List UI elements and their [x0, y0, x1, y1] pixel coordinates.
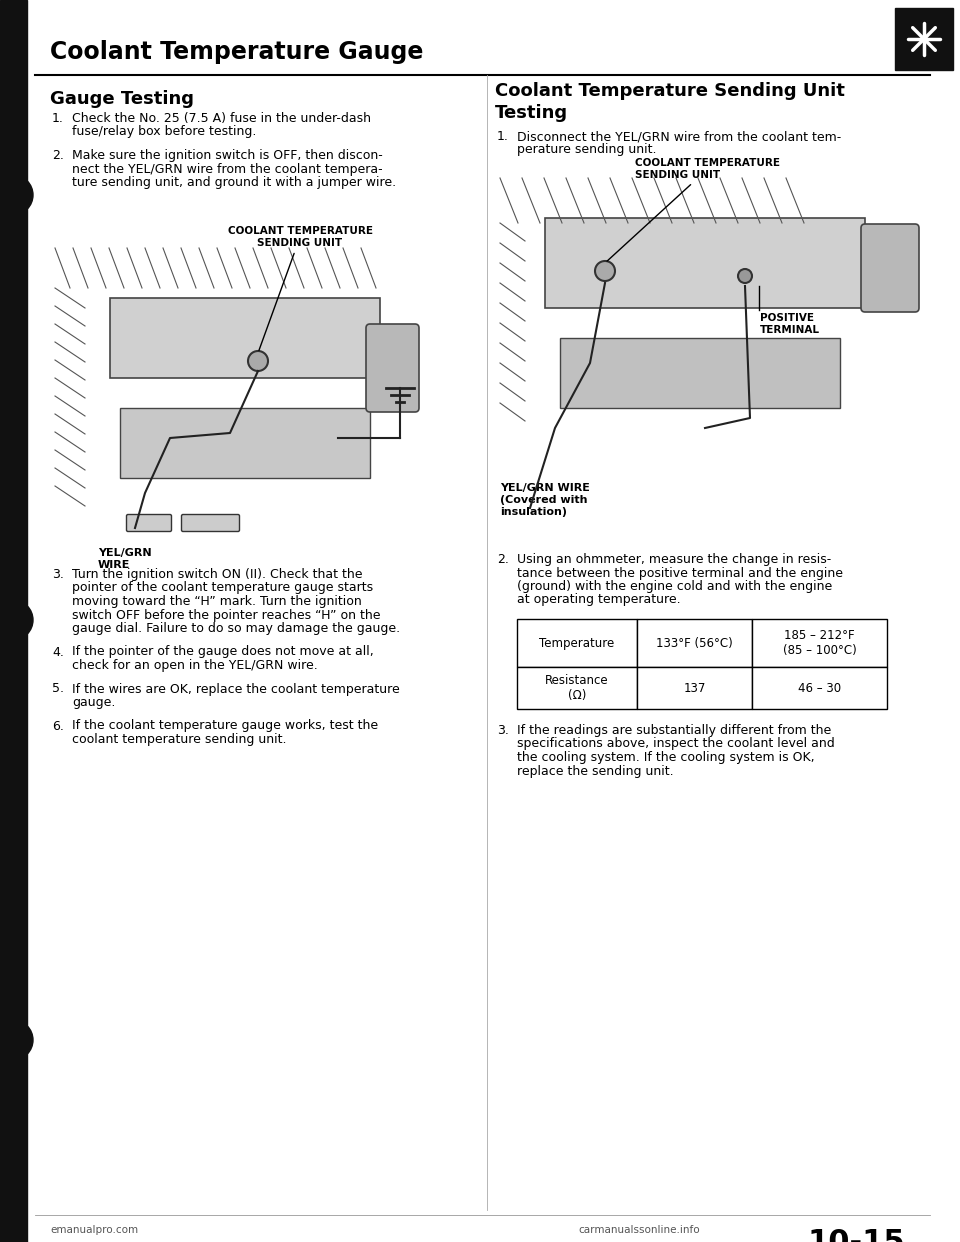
Text: tance between the positive terminal and the engine: tance between the positive terminal and …	[517, 566, 843, 580]
Text: 10-15: 10-15	[807, 1228, 905, 1242]
Text: Temperature: Temperature	[540, 636, 614, 650]
Text: 137: 137	[684, 682, 706, 694]
Text: If the coolant temperature gauge works, test the: If the coolant temperature gauge works, …	[72, 719, 378, 733]
Text: Coolant Temperature Sending Unit
Testing: Coolant Temperature Sending Unit Testing	[495, 82, 845, 122]
Text: Gauge Testing: Gauge Testing	[50, 89, 194, 108]
Bar	[637, 667, 752, 709]
Text: If the pointer of the gauge does not move at all,: If the pointer of the gauge does not mov…	[72, 646, 373, 658]
Text: If the readings are substantially different from the: If the readings are substantially differ…	[517, 724, 831, 737]
Text: Make sure the ignition switch is OFF, then discon-: Make sure the ignition switch is OFF, th…	[72, 149, 383, 161]
Text: Using an ohmmeter, measure the change in resis-: Using an ohmmeter, measure the change in…	[517, 553, 831, 566]
Text: 133°F (56°C): 133°F (56°C)	[656, 636, 732, 650]
Text: 185 – 212°F
(85 – 100°C): 185 – 212°F (85 – 100°C)	[782, 628, 856, 657]
Text: Coolant Temperature Gauge: Coolant Temperature Gauge	[50, 40, 423, 65]
Text: moving toward the “H” mark. Turn the ignition: moving toward the “H” mark. Turn the ign…	[72, 595, 362, 609]
Text: fuse/relay box before testing.: fuse/relay box before testing.	[72, 125, 256, 139]
Text: 1.: 1.	[52, 112, 64, 125]
Text: If the wires are OK, replace the coolant temperature: If the wires are OK, replace the coolant…	[72, 683, 399, 696]
Text: emanualpro.com: emanualpro.com	[50, 1225, 138, 1235]
Text: YEL/GRN
WIRE: YEL/GRN WIRE	[98, 548, 152, 570]
Text: Check the No. 25 (7.5 A) fuse in the under-dash: Check the No. 25 (7.5 A) fuse in the und…	[72, 112, 371, 125]
Bar	[545, 219, 865, 308]
Text: 6.: 6.	[52, 719, 64, 733]
FancyBboxPatch shape	[127, 514, 172, 532]
Bar	[895, 7, 953, 70]
Text: coolant temperature sending unit.: coolant temperature sending unit.	[72, 733, 286, 746]
FancyBboxPatch shape	[366, 324, 419, 412]
Text: perature sending unit.: perature sending unit.	[517, 144, 657, 156]
Bar	[0, 0, 27, 1242]
Text: ture sending unit, and ground it with a jumper wire.: ture sending unit, and ground it with a …	[72, 176, 396, 189]
Text: COOLANT TEMPERATURE
SENDING UNIT: COOLANT TEMPERATURE SENDING UNIT	[607, 159, 780, 261]
Bar	[517, 667, 637, 709]
Text: Disconnect the YEL/GRN wire from the coolant tem-: Disconnect the YEL/GRN wire from the coo…	[517, 130, 841, 143]
Text: at operating temperature.: at operating temperature.	[517, 594, 681, 606]
Text: 3.: 3.	[52, 568, 64, 581]
Text: 46 – 30: 46 – 30	[798, 682, 841, 694]
Bar	[517, 619, 637, 667]
Text: 1.: 1.	[497, 130, 509, 143]
Text: gauge.: gauge.	[72, 696, 115, 709]
Circle shape	[921, 36, 927, 42]
Text: Resistance
(Ω): Resistance (Ω)	[545, 674, 609, 702]
Text: 2.: 2.	[497, 553, 509, 566]
Circle shape	[248, 351, 268, 371]
Text: check for an open in the YEL/GRN wire.: check for an open in the YEL/GRN wire.	[72, 660, 318, 672]
Circle shape	[0, 1020, 33, 1059]
Text: specifications above, inspect the coolant level and: specifications above, inspect the coolan…	[517, 738, 835, 750]
Text: switch OFF before the pointer reaches “H” on the: switch OFF before the pointer reaches “H…	[72, 609, 380, 621]
Circle shape	[0, 175, 33, 215]
Text: nect the YEL/GRN wire from the coolant tempera-: nect the YEL/GRN wire from the coolant t…	[72, 163, 383, 175]
Text: YEL/GRN WIRE
(Covered with
insulation): YEL/GRN WIRE (Covered with insulation)	[500, 483, 589, 517]
Circle shape	[738, 270, 752, 283]
Text: 2.: 2.	[52, 149, 64, 161]
Bar	[110, 298, 380, 378]
Bar	[752, 667, 887, 709]
FancyBboxPatch shape	[181, 514, 239, 532]
Text: the cooling system. If the cooling system is OK,: the cooling system. If the cooling syste…	[517, 751, 815, 764]
Circle shape	[595, 261, 615, 281]
Bar	[637, 619, 752, 667]
Circle shape	[0, 600, 33, 640]
Text: carmanualssonline.info: carmanualssonline.info	[578, 1225, 700, 1235]
Text: POSITIVE
TERMINAL: POSITIVE TERMINAL	[760, 313, 820, 334]
Text: 4.: 4.	[52, 646, 64, 658]
Text: Turn the ignition switch ON (II). Check that the: Turn the ignition switch ON (II). Check …	[72, 568, 363, 581]
Text: 5.: 5.	[52, 683, 64, 696]
Text: replace the sending unit.: replace the sending unit.	[517, 765, 674, 777]
Text: 3.: 3.	[497, 724, 509, 737]
Text: COOLANT TEMPERATURE
SENDING UNIT: COOLANT TEMPERATURE SENDING UNIT	[228, 226, 372, 350]
Bar	[752, 619, 887, 667]
Bar	[120, 409, 370, 478]
Text: pointer of the coolant temperature gauge starts: pointer of the coolant temperature gauge…	[72, 581, 373, 595]
FancyBboxPatch shape	[861, 224, 919, 312]
Text: gauge dial. Failure to do so may damage the gauge.: gauge dial. Failure to do so may damage …	[72, 622, 400, 635]
Text: (ground) with the engine cold and with the engine: (ground) with the engine cold and with t…	[517, 580, 832, 592]
Bar	[560, 338, 840, 409]
